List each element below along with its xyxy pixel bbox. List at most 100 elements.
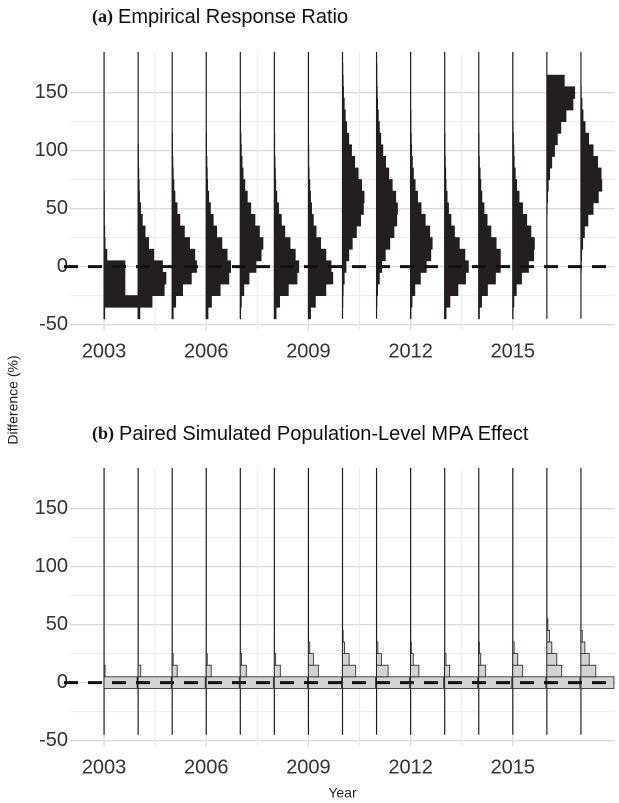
- histogram-bar: [512, 283, 517, 296]
- histogram-bar: [376, 86, 378, 99]
- histogram-bar: [137, 271, 167, 285]
- histogram-bar: [444, 190, 448, 204]
- histogram-bar: [239, 664, 247, 678]
- histogram-bar: [137, 202, 141, 215]
- histogram-bar: [546, 179, 549, 192]
- histogram-bar: [376, 109, 379, 122]
- y-tick-label: 150: [35, 497, 68, 519]
- histogram-bar: [137, 225, 146, 238]
- histogram-bar: [308, 664, 319, 678]
- histogram-bar: [239, 190, 248, 204]
- histogram-bar: [273, 155, 276, 169]
- histogram-bar: [342, 179, 363, 192]
- panel-label: (b): [92, 423, 114, 444]
- histogram-bar: [273, 306, 277, 320]
- histogram-bar: [273, 283, 289, 296]
- histogram-bar: [342, 155, 356, 169]
- histogram-bar: [580, 237, 584, 250]
- y-tick-label: 0: [57, 255, 68, 277]
- histogram-bar: [376, 155, 387, 169]
- histogram-bar: [580, 190, 599, 204]
- histogram-bar: [410, 179, 416, 192]
- histogram-bar: [512, 271, 522, 285]
- histogram-bar: [308, 190, 311, 204]
- histogram-bar: [478, 306, 480, 320]
- histogram-bar: [171, 202, 178, 215]
- panel-label: (a): [92, 6, 113, 27]
- histogram-bar: [239, 283, 245, 296]
- histogram-bar: [580, 132, 589, 146]
- histogram-bar: [137, 664, 142, 678]
- histogram-bar: [580, 155, 599, 169]
- histogram-bar: [171, 306, 174, 320]
- x-tick-label: 2003: [82, 757, 127, 779]
- histogram-bar: [512, 641, 515, 655]
- histogram-bar: [376, 202, 398, 215]
- histogram-bar: [546, 86, 576, 99]
- histogram-bar: [512, 653, 519, 666]
- histogram-bar: [546, 190, 548, 204]
- histogram-bar: [239, 213, 256, 227]
- histogram-bar: [205, 225, 218, 238]
- histogram-bar: [205, 271, 230, 285]
- histogram-bar: [171, 283, 184, 296]
- histogram-bar: [444, 248, 466, 262]
- histogram-bar: [308, 641, 311, 655]
- histogram-bar: [444, 225, 455, 238]
- histogram-bar: [171, 664, 178, 678]
- histogram-bar: [512, 167, 516, 181]
- x-axis-label: Year: [328, 785, 357, 801]
- histogram-bar: [342, 225, 357, 238]
- histogram-bar: [444, 202, 449, 215]
- histogram-bar: [478, 237, 497, 250]
- title-text: Empirical Response Ratio: [118, 6, 348, 28]
- histogram-bar: [580, 664, 597, 678]
- histogram-bar: [512, 664, 524, 678]
- histogram-bar: [137, 295, 153, 308]
- histogram-bar: [342, 664, 357, 678]
- histogram-bar: [308, 248, 327, 262]
- histogram-bar: [410, 641, 412, 655]
- histogram-bar: [308, 237, 322, 250]
- histogram-bar: [103, 271, 126, 285]
- histogram-bar: [580, 248, 583, 262]
- histogram-bar: [512, 190, 520, 204]
- x-tick-label: 2009: [286, 757, 331, 779]
- x-tick-label: 2009: [286, 341, 331, 363]
- histogram-bar: [376, 121, 380, 134]
- histogram-bar: [478, 641, 480, 655]
- histogram-bar: [410, 202, 422, 215]
- histogram-bar: [376, 237, 391, 250]
- histogram-bar: [308, 306, 311, 320]
- histogram-bar: [273, 248, 296, 262]
- histogram-bar: [410, 132, 412, 146]
- histogram-bar: [342, 132, 350, 146]
- histogram-bar: [103, 664, 106, 678]
- histogram-bar: [580, 202, 594, 215]
- histogram-bar: [478, 248, 501, 262]
- histogram-bar: [376, 248, 386, 262]
- histogram-bar: [342, 74, 344, 88]
- histogram-bar: [410, 664, 420, 678]
- histogram-bar: [342, 190, 365, 204]
- histogram-bar: [546, 98, 574, 111]
- histogram-bar: [410, 271, 421, 285]
- histogram-bar: [410, 653, 414, 666]
- x-tick-label: 2012: [388, 341, 433, 363]
- histogram-bar: [308, 653, 314, 666]
- histogram-bar: [103, 306, 106, 320]
- histogram-bar: [376, 167, 390, 181]
- histogram-bar: [342, 86, 344, 99]
- histogram-bar: [546, 132, 558, 146]
- histogram-bar: [239, 271, 250, 285]
- histogram-bar: [444, 155, 446, 169]
- histogram-bar: [376, 179, 393, 192]
- histogram-bar: [546, 155, 553, 169]
- histogram-bar: [239, 179, 246, 192]
- histogram-bar: [478, 213, 488, 227]
- histogram-bar: [103, 225, 106, 238]
- histogram-bar: [273, 225, 286, 238]
- histogram-bar: [376, 641, 379, 655]
- histogram-bar: [580, 213, 589, 227]
